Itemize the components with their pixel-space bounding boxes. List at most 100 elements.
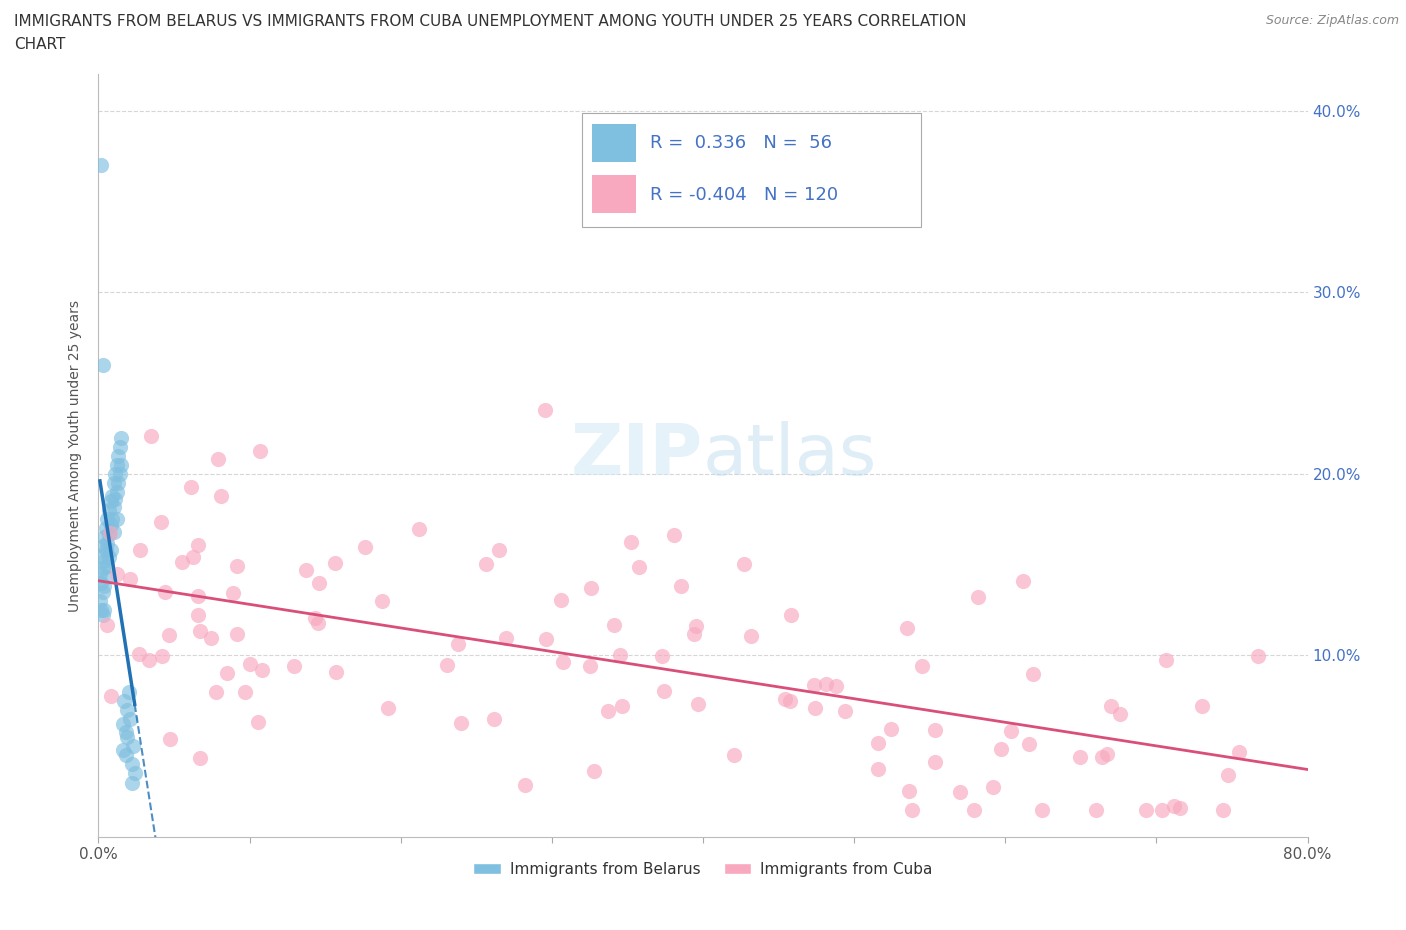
Point bbox=[91, 608, 114, 623]
Point bbox=[550, 592, 572, 607]
Point bbox=[94, 543, 117, 558]
Point bbox=[114, 724, 136, 739]
Point bbox=[100, 494, 122, 509]
Point bbox=[1031, 803, 1053, 817]
Point bbox=[246, 715, 269, 730]
Point bbox=[325, 555, 347, 570]
Point bbox=[98, 526, 121, 541]
Point bbox=[98, 526, 121, 541]
Point bbox=[602, 618, 624, 632]
Point bbox=[551, 655, 574, 670]
Point bbox=[924, 723, 946, 737]
Point bbox=[723, 748, 745, 763]
Point bbox=[1247, 648, 1270, 663]
Point bbox=[159, 732, 181, 747]
Point bbox=[107, 475, 129, 490]
Point bbox=[651, 648, 673, 663]
Point bbox=[1152, 803, 1174, 817]
Point bbox=[108, 467, 131, 482]
Point bbox=[834, 703, 856, 718]
Point bbox=[966, 590, 988, 604]
Point bbox=[901, 803, 924, 817]
Point bbox=[880, 721, 903, 736]
Point bbox=[188, 751, 211, 765]
Point bbox=[110, 430, 132, 445]
Point bbox=[103, 525, 125, 539]
Point bbox=[157, 627, 180, 642]
Point bbox=[107, 448, 129, 463]
Point bbox=[105, 512, 128, 526]
Point bbox=[779, 694, 801, 709]
Point bbox=[121, 757, 143, 772]
Point bbox=[93, 579, 115, 594]
Point bbox=[1099, 698, 1122, 713]
Point bbox=[1091, 750, 1114, 764]
Point bbox=[981, 779, 1004, 794]
Point bbox=[150, 649, 173, 664]
Point bbox=[108, 439, 131, 454]
Point bbox=[1154, 653, 1177, 668]
Point bbox=[609, 648, 631, 663]
Point bbox=[207, 451, 229, 466]
Point bbox=[779, 607, 801, 622]
Point bbox=[98, 503, 121, 518]
Point bbox=[1000, 724, 1022, 738]
Point bbox=[866, 736, 889, 751]
Point bbox=[249, 443, 271, 458]
Point bbox=[105, 566, 128, 581]
Point bbox=[96, 559, 118, 574]
Text: CHART: CHART bbox=[14, 37, 66, 52]
Point bbox=[579, 580, 602, 595]
Point bbox=[90, 603, 112, 618]
Point bbox=[1084, 803, 1107, 817]
Point bbox=[308, 576, 330, 591]
Point bbox=[181, 550, 204, 565]
Point bbox=[579, 658, 602, 673]
Point bbox=[112, 694, 135, 709]
Y-axis label: Unemployment Among Youth under 25 years: Unemployment Among Youth under 25 years bbox=[69, 299, 83, 612]
Text: IMMIGRANTS FROM BELARUS VS IMMIGRANTS FROM CUBA UNEMPLOYMENT AMONG YOUTH UNDER 2: IMMIGRANTS FROM BELARUS VS IMMIGRANTS FR… bbox=[14, 14, 966, 29]
Point bbox=[200, 631, 222, 645]
Point bbox=[773, 692, 796, 707]
Point bbox=[120, 711, 142, 726]
Point bbox=[447, 636, 470, 651]
Point bbox=[155, 585, 177, 600]
Point bbox=[101, 512, 124, 526]
Point bbox=[371, 593, 394, 608]
Point bbox=[949, 785, 972, 800]
Point bbox=[304, 611, 326, 626]
Point bbox=[515, 777, 537, 792]
Point bbox=[620, 534, 643, 549]
Point bbox=[89, 566, 111, 581]
Point bbox=[652, 684, 675, 699]
Point bbox=[90, 158, 112, 173]
Point bbox=[128, 647, 150, 662]
Point bbox=[627, 560, 650, 575]
Point bbox=[89, 593, 111, 608]
Point bbox=[598, 704, 620, 719]
Point bbox=[990, 742, 1012, 757]
Point bbox=[96, 618, 118, 632]
Text: ZIP: ZIP bbox=[571, 421, 703, 490]
Point bbox=[91, 357, 114, 372]
Point bbox=[187, 589, 209, 604]
Point bbox=[896, 620, 918, 635]
Point bbox=[804, 701, 827, 716]
Point bbox=[205, 684, 228, 699]
Point bbox=[96, 512, 118, 526]
Point bbox=[1191, 699, 1213, 714]
Point bbox=[111, 742, 134, 757]
Point bbox=[911, 658, 934, 673]
Point bbox=[115, 730, 138, 745]
Point bbox=[122, 738, 145, 753]
Point bbox=[898, 784, 921, 799]
Point bbox=[683, 627, 706, 642]
Point bbox=[353, 540, 375, 555]
Point bbox=[114, 748, 136, 763]
Point bbox=[188, 623, 211, 638]
Point bbox=[283, 658, 305, 673]
Point bbox=[814, 676, 837, 691]
Point bbox=[1218, 767, 1240, 782]
Point bbox=[121, 775, 143, 790]
Point bbox=[93, 553, 115, 568]
